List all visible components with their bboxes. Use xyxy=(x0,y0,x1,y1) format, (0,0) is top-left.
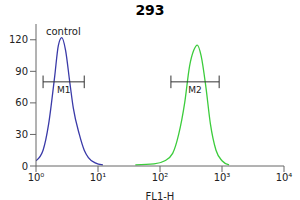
svg-text:90: 90 xyxy=(15,66,28,77)
svg-text:10³: 10³ xyxy=(214,172,231,183)
svg-text:0: 0 xyxy=(22,161,28,172)
svg-text:10⁴: 10⁴ xyxy=(276,172,292,183)
svg-text:M1: M1 xyxy=(57,85,71,95)
svg-text:30: 30 xyxy=(15,129,28,140)
svg-text:60: 60 xyxy=(15,97,28,108)
svg-text:10²: 10² xyxy=(152,172,169,183)
html-text:293: 293 xyxy=(135,2,165,18)
svg-text:10⁰: 10⁰ xyxy=(28,172,45,183)
svg-text:10¹: 10¹ xyxy=(90,172,107,183)
svg-text:120: 120 xyxy=(9,34,28,45)
svg-text:FL1-H: FL1-H xyxy=(146,191,175,200)
html-text:control: control xyxy=(46,26,81,37)
svg-text:M2: M2 xyxy=(188,85,202,95)
